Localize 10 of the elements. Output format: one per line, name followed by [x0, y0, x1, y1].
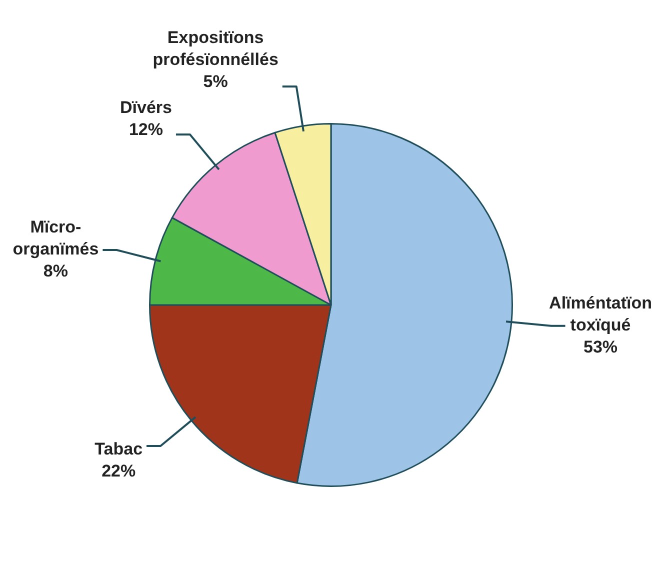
slice-label: Dïvérs [120, 98, 172, 118]
data-label: 5% [203, 72, 228, 92]
slice-label: Tabac [94, 440, 143, 459]
slice-label: Mïcro-organïmés [12, 218, 99, 259]
data-label: 22% [102, 462, 136, 481]
data-label: 8% [43, 262, 68, 281]
slice-label: Expositïons profésïonnéllés [152, 28, 278, 70]
data-label: 12% [128, 120, 163, 140]
data-label: 53% [584, 338, 618, 357]
slice-label: Alïméntatïon toxïqué [549, 294, 652, 335]
